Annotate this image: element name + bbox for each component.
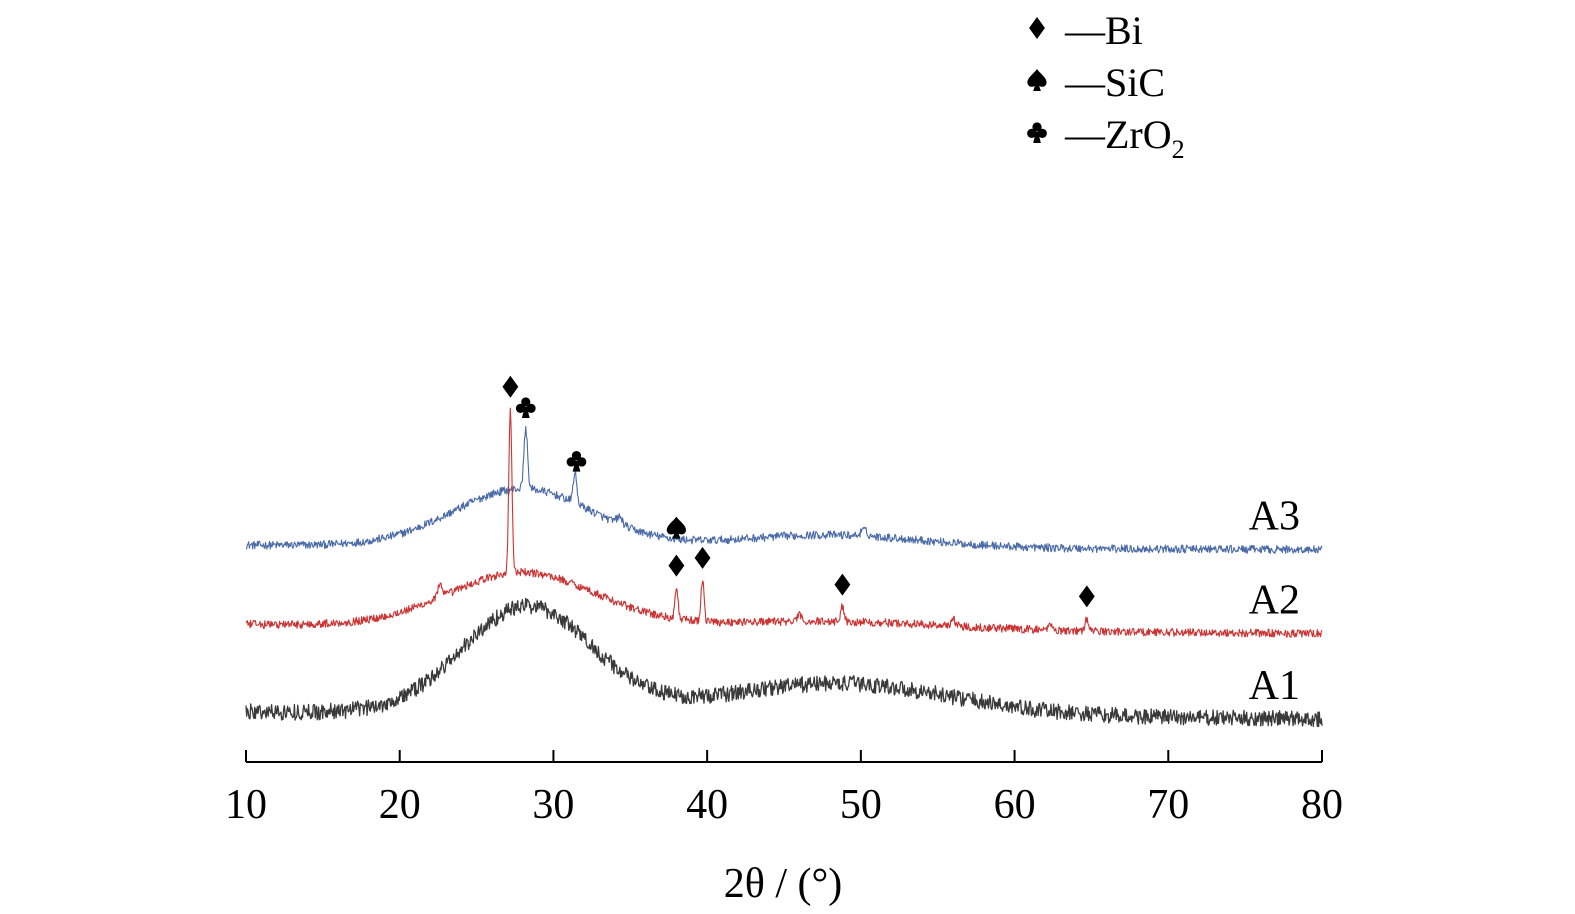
peak-marker-diamond-a2-1 (668, 554, 685, 577)
legend-diamond-icon (1029, 17, 1045, 39)
legend-label-0: —Bi (1064, 8, 1143, 53)
x-tick-label-70: 70 (1147, 782, 1189, 828)
peak-marker-club-a3-1 (566, 451, 587, 472)
peak-marker-club-a3-0 (515, 397, 536, 418)
legend-label-2: —ZrO2 (1064, 112, 1185, 164)
x-tick-label-60: 60 (994, 782, 1036, 828)
x-axis-title: 2θ / (°) (724, 861, 843, 907)
series-line-a1 (245, 597, 1323, 728)
legend-club-icon (1027, 122, 1047, 143)
peak-marker-diamond-a2-0 (502, 375, 519, 398)
peak-markers (502, 375, 1095, 608)
series-label-a2: A2 (1249, 578, 1300, 624)
peak-marker-diamond-a2-4 (834, 573, 851, 596)
series-layer: A3 A2 A1 (245, 407, 1323, 728)
peak-marker-diamond-a2-5 (1078, 585, 1095, 608)
series-line-a3 (245, 426, 1323, 555)
series-label-a1: A1 (1249, 663, 1300, 709)
x-axis: 10 20 30 40 50 60 70 80 (225, 750, 1343, 828)
legend-label-1: —SiC (1064, 60, 1165, 105)
x-tick-label-50: 50 (840, 782, 882, 828)
x-tick-label-30: 30 (532, 782, 574, 828)
peak-marker-spade-a2-2 (666, 516, 686, 539)
x-tick-label-40: 40 (686, 782, 728, 828)
peak-marker-diamond-a2-3 (694, 546, 711, 569)
legend: —Bi —SiC —ZrO2 (1027, 8, 1185, 164)
legend-spade-icon (1027, 69, 1047, 91)
series-line-a2 (245, 407, 1323, 638)
x-tick-label-20: 20 (379, 782, 421, 828)
x-tick-label-80: 80 (1301, 782, 1343, 828)
series-label-a3: A3 (1249, 494, 1300, 540)
x-tick-label-10: 10 (225, 782, 267, 828)
